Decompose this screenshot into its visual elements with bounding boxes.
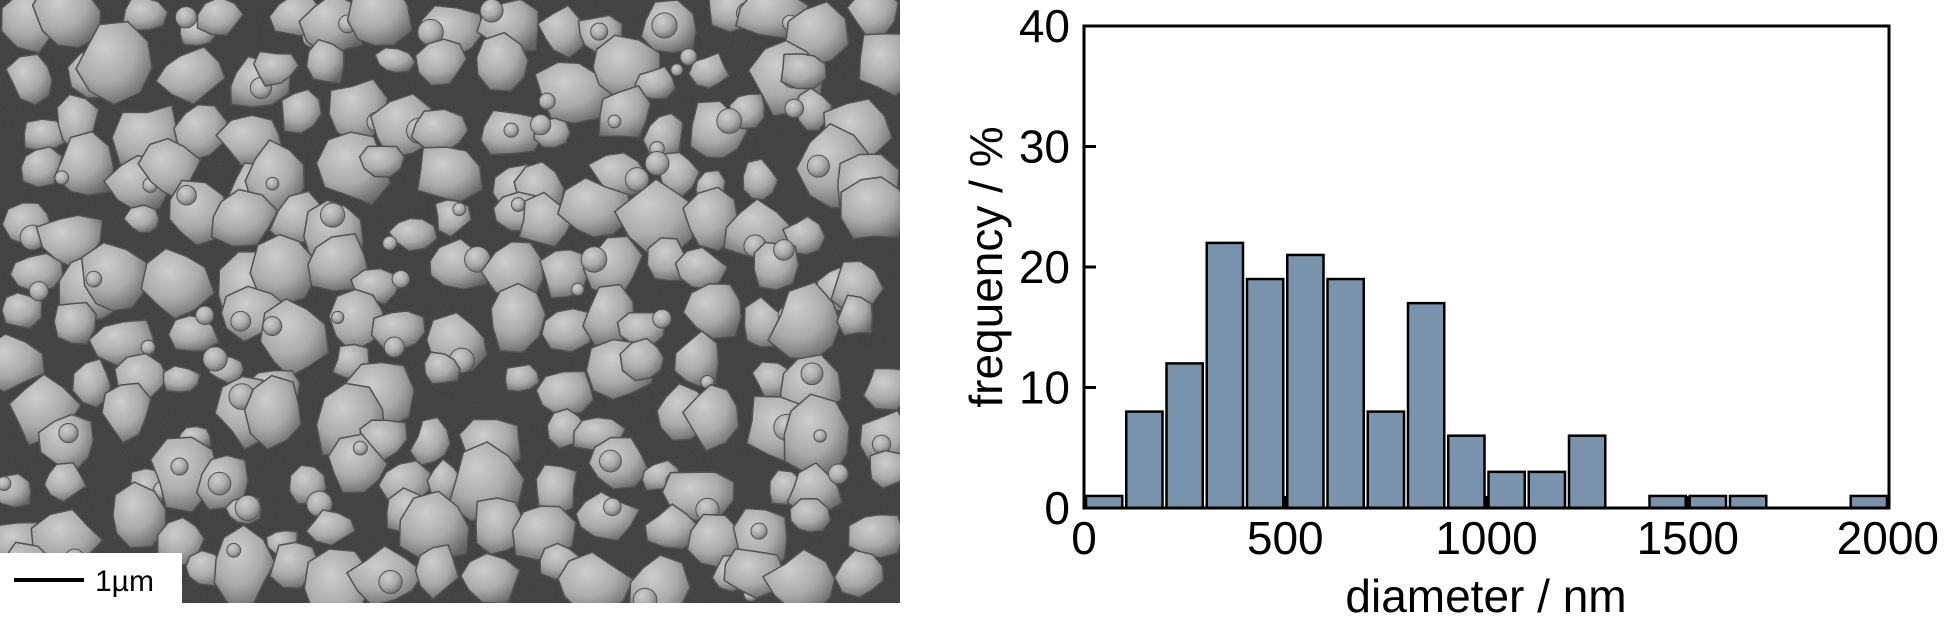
histogram-bar — [1366, 410, 1406, 510]
histogram-bar — [1326, 277, 1365, 510]
histogram-bar — [1406, 301, 1446, 510]
histogram-bar — [1728, 494, 1768, 510]
y-tick-label: 40 — [1019, 0, 1070, 52]
histogram-bar — [1487, 470, 1526, 510]
x-tick-label: 1500 — [1637, 512, 1739, 564]
x-axis: 0 500 1000 1500 2000 — [1071, 496, 1939, 564]
x-tick-label: 2000 — [1837, 512, 1939, 564]
y-axis-title: frequency / % — [960, 126, 1012, 407]
histogram-bar — [1084, 494, 1124, 510]
scale-bar-label: 1µm — [95, 565, 154, 598]
sem-noise — [0, 0, 900, 603]
y-axis: 0 10 20 30 40 — [1019, 0, 1096, 534]
x-tick-label: 500 — [1247, 512, 1324, 564]
x-tick-label: 0 — [1071, 512, 1097, 564]
y-tick-label: 0 — [1044, 482, 1070, 534]
sem-micrograph: 1µm — [0, 0, 900, 603]
histogram-bar — [1205, 241, 1245, 510]
y-tick-label: 30 — [1019, 121, 1070, 173]
histogram-bar — [1245, 277, 1285, 510]
y-tick-label: 10 — [1019, 362, 1070, 414]
histogram-bar — [1688, 494, 1728, 510]
histogram-bar — [1447, 434, 1486, 510]
histogram-bar — [1527, 470, 1567, 510]
bars — [1084, 241, 1889, 510]
histogram-chart: 0 10 20 30 40 0 500 1000 1500 2000 diameter / nm… — [960, 0, 1939, 618]
plot-frame — [1082, 24, 1891, 510]
histogram-bar — [1849, 494, 1889, 510]
histogram-bar — [1125, 410, 1164, 510]
histogram-bar — [1286, 253, 1325, 510]
x-axis-title: diameter / nm — [1345, 570, 1626, 618]
y-tick-label: 20 — [1019, 241, 1070, 293]
x-tick-label: 1000 — [1435, 512, 1537, 564]
histogram-bar — [1648, 494, 1687, 510]
histogram-bar — [1165, 362, 1204, 510]
histogram-bar — [1567, 434, 1607, 510]
